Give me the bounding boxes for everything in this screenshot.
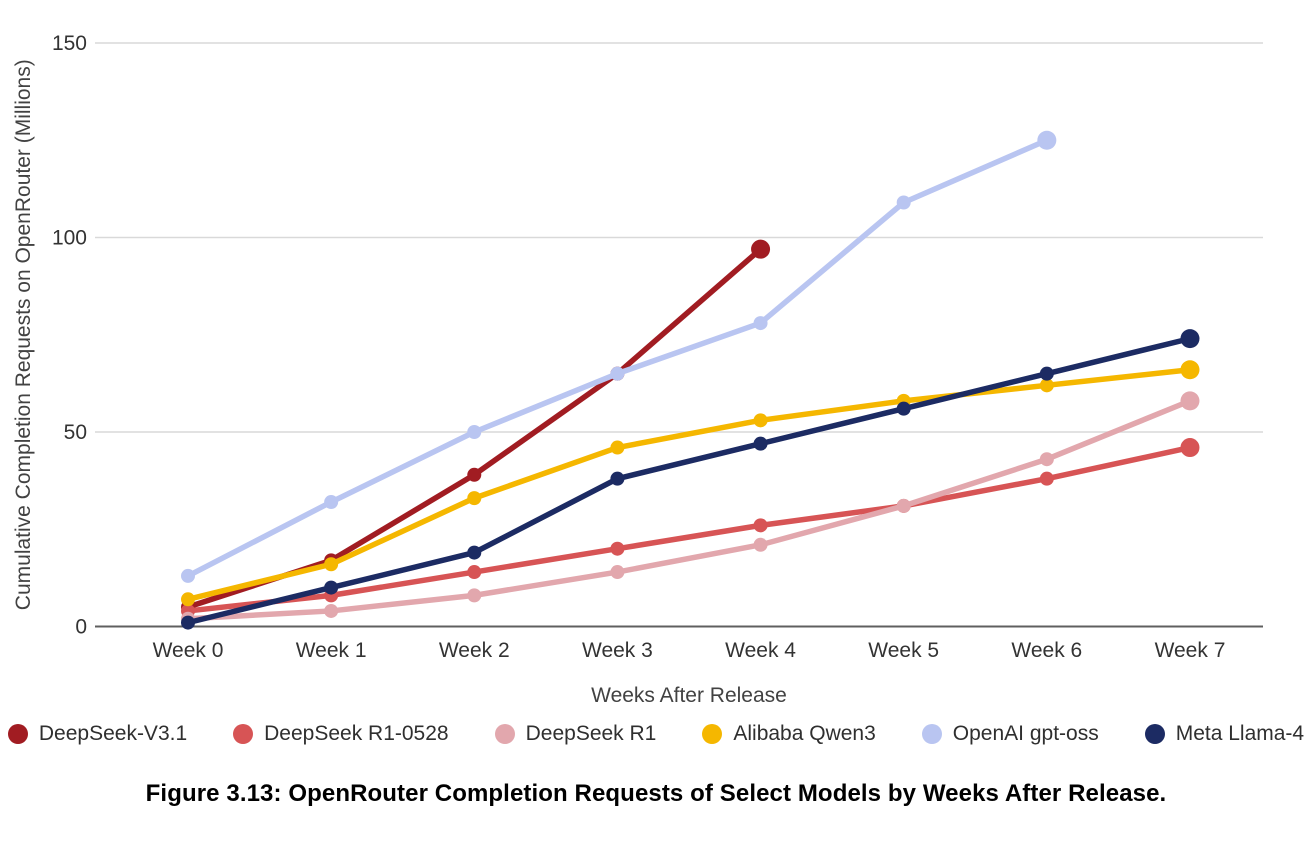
data-point-deepseek-r1-week-6 <box>1039 452 1054 467</box>
legend-item-alibaba-qwen3: Alibaba Qwen3 <box>702 722 876 746</box>
data-point-deepseek-r1-0528-week-6 <box>1039 471 1054 486</box>
data-point-deepseek-r1-week-3 <box>610 565 625 580</box>
legend-label: Meta Llama-4 <box>1175 722 1305 745</box>
legend-swatch-icon <box>702 724 723 744</box>
legend-label: OpenAI gpt-oss <box>952 722 1099 745</box>
data-point-openai-gpt-oss-week-3 <box>610 366 625 381</box>
series-line-deepseek-r1 <box>185 398 1193 622</box>
data-point-deepseek-r1-week-7 <box>1180 391 1200 411</box>
data-point-alibaba-qwen3-week-2 <box>467 491 482 506</box>
data-point-alibaba-qwen3-week-1 <box>324 557 339 572</box>
legend-label: DeepSeek-V3.1 <box>38 722 188 745</box>
data-point-meta-llama-4-week-6 <box>1039 366 1054 381</box>
data-point-deepseek-r1-week-4 <box>753 537 768 552</box>
legend-swatch-icon <box>1144 724 1165 744</box>
legend-swatch-icon <box>7 724 28 744</box>
series-line-openai-gpt-oss <box>185 137 1050 579</box>
x-tick-label-week-2: Week 2 <box>439 639 510 662</box>
data-point-alibaba-qwen3-week-0 <box>181 592 195 607</box>
x-tick-label-week-1: Week 1 <box>296 639 367 662</box>
series-line-alibaba-qwen3 <box>185 367 1193 603</box>
data-point-meta-llama-4-week-1 <box>324 580 339 595</box>
data-point-meta-llama-4-week-4 <box>753 436 768 451</box>
data-point-deepseek-r1-0528-week-7 <box>1180 438 1200 458</box>
data-point-deepseek-r1-week-1 <box>324 603 339 618</box>
data-point-deepseek-v3-1-week-2 <box>467 467 482 482</box>
legend-label: DeepSeek R1-0528 <box>264 722 449 745</box>
x-tick-label-week-0: Week 0 <box>153 639 224 662</box>
chart-canvas: 150 100 50 0 Week 0 Week 1 Week 2 Week 3 Week 4 W… <box>12 32 1263 707</box>
data-point-deepseek-v3-1-week-4 <box>751 239 771 259</box>
data-point-meta-llama-4-week-2 <box>467 545 482 560</box>
legend-item-deepseek-r1: DeepSeek R1 <box>494 722 657 746</box>
data-point-openai-gpt-oss-week-2 <box>467 425 482 439</box>
data-point-deepseek-r1-0528-week-4 <box>753 518 768 533</box>
data-point-alibaba-qwen3-week-3 <box>610 440 625 455</box>
data-point-openai-gpt-oss-week-0 <box>181 568 195 583</box>
x-tick-label-week-5: Week 5 <box>868 639 939 662</box>
data-point-deepseek-r1-0528-week-2 <box>467 565 482 580</box>
y-tick-label-0: 0 <box>75 616 87 639</box>
data-point-deepseek-r1-week-5 <box>896 498 911 513</box>
data-point-openai-gpt-oss-week-1 <box>324 495 339 510</box>
y-tick-label-150: 150 <box>52 32 87 55</box>
legend-item-deepseek-r1-0528: DeepSeek R1-0528 <box>233 722 449 746</box>
x-tick-label-week-3: Week 3 <box>582 639 653 662</box>
y-tick-label-100: 100 <box>52 227 87 250</box>
data-point-openai-gpt-oss-week-5 <box>896 195 911 210</box>
data-point-openai-gpt-oss-week-6 <box>1037 130 1057 150</box>
legend-item-openai-gpt-oss: OpenAI gpt-oss <box>921 722 1099 746</box>
x-axis-title: Weeks After Release <box>591 684 787 707</box>
data-point-deepseek-r1-week-2 <box>467 588 482 603</box>
legend-swatch-icon <box>233 724 254 744</box>
x-tick-label-week-6: Week 6 <box>1011 639 1082 662</box>
data-point-openai-gpt-oss-week-4 <box>753 316 768 331</box>
data-point-alibaba-qwen3-week-7 <box>1180 360 1200 380</box>
legend-item-meta-llama-4: Meta Llama-4 <box>1144 722 1305 746</box>
legend-label: DeepSeek R1 <box>525 722 657 745</box>
legend-swatch-icon <box>494 724 515 744</box>
chart-legend: DeepSeek-V3.1 DeepSeek R1-0528 DeepSeek R1… <box>0 722 1312 746</box>
data-point-meta-llama-4-week-0 <box>181 615 195 630</box>
data-point-deepseek-r1-0528-week-3 <box>610 541 625 556</box>
data-point-alibaba-qwen3-week-6 <box>1039 378 1054 393</box>
series-line-meta-llama-4 <box>185 335 1193 626</box>
data-point-meta-llama-4-week-5 <box>896 401 911 416</box>
figure-caption: Figure 3.13: OpenRouter Completion Reque… <box>145 780 1167 807</box>
legend-label: Alibaba Qwen3 <box>733 722 876 745</box>
legend-swatch-icon <box>921 724 942 744</box>
y-axis-title: Cumulative Completion Requests on OpenRo… <box>12 59 35 610</box>
data-point-meta-llama-4-week-3 <box>610 471 625 486</box>
y-tick-label-50: 50 <box>64 421 87 444</box>
x-tick-label-week-4: Week 4 <box>725 639 796 662</box>
data-point-alibaba-qwen3-week-4 <box>753 413 768 428</box>
line-chart: 150 100 50 0 Week 0 Week 1 Week 2 Week 3 Week 4 W… <box>12 32 1263 707</box>
legend-item-deepseek-v3-1: DeepSeek-V3.1 <box>7 722 188 746</box>
x-tick-label-week-7: Week 7 <box>1155 639 1226 662</box>
series-line-deepseek-r1-0528 <box>185 444 1193 614</box>
data-point-meta-llama-4-week-7 <box>1180 329 1200 349</box>
